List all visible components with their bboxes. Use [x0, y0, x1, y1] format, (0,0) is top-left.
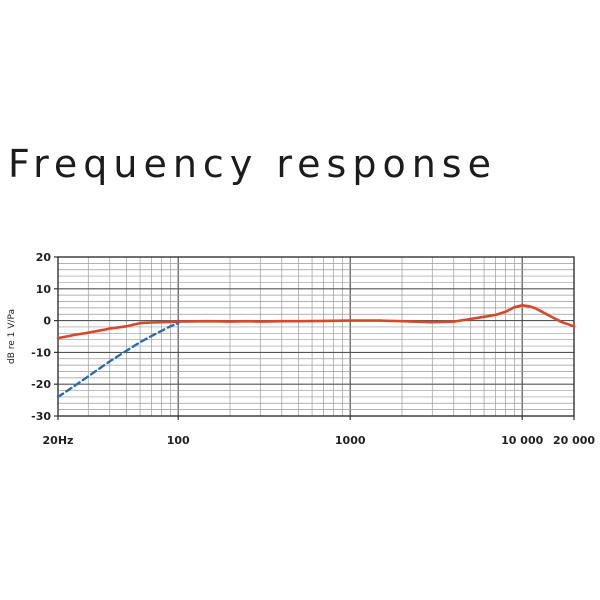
- y-tick-label: -20: [31, 378, 51, 391]
- x-tick-label: 10 000: [501, 434, 543, 447]
- y-tick-label: 10: [36, 283, 52, 296]
- y-tick-label: -30: [31, 410, 51, 423]
- chart-title: Frequency response: [8, 142, 497, 186]
- x-tick-label: 100: [167, 434, 190, 447]
- series-line-dashed: [56, 321, 180, 399]
- x-tick-label: 20Hz: [43, 434, 74, 447]
- y-tick-label: 0: [43, 315, 51, 328]
- y-axis-label: dB re 1 V/Pa: [7, 309, 17, 364]
- plot-frame: [57, 256, 575, 417]
- y-tick-label: -10: [31, 346, 51, 359]
- y-tick-label: 20: [36, 251, 52, 264]
- x-tick-label: 1000: [335, 434, 366, 447]
- x-tick-label: 20 000: [553, 434, 595, 447]
- series-line-solid: [56, 303, 576, 340]
